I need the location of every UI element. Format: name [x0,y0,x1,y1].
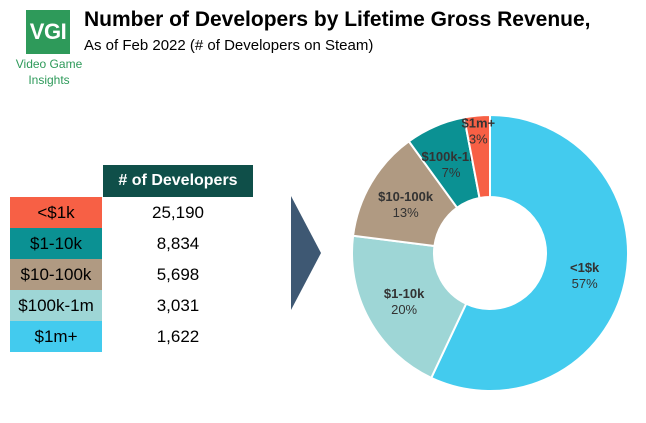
vgi-logo: VGI [26,10,70,54]
table-category-cell: $10-100k [10,259,102,290]
table-value-cell: 3,031 [156,295,200,315]
table-category-cell: $1-10k [10,228,102,259]
table-row: $1-10k 8,834 [10,228,260,259]
slice-label: $1-10k [384,286,425,301]
table-row: $100k-1m 3,031 [10,290,260,321]
donut-slice [429,113,629,392]
table-row: $10-100k 5,698 [10,259,260,290]
table-category-cell: $1m+ [10,321,102,352]
donut-slice [351,234,468,380]
table-value-cell: 1,622 [156,326,200,346]
chevron-right-icon [291,196,321,310]
slice-label: $100k-1m [421,149,480,164]
slice-percent-label: 20% [391,302,417,317]
chart-subtitle: As of Feb 2022 (# of Developers on Steam… [84,37,374,54]
slice-label: <1$k [570,260,600,275]
table-row: <$1k 25,190 [10,197,260,228]
table-value-cell: 25,190 [152,202,204,222]
slice-percent-label: 7% [442,165,461,180]
table-row: $1m+ 1,622 [10,321,260,352]
table-value-cell: 5,698 [156,264,200,284]
chart-title: Number of Developers by Lifetime Gross R… [84,8,591,31]
slice-percent-label: 3% [469,132,488,147]
table-value-cell: 8,834 [156,233,200,253]
table-category-cell: <$1k [10,197,102,228]
table-header: # of Developers [103,165,253,197]
logo-caption-line2: Insights [28,73,70,87]
donut-slice [462,113,491,200]
slice-label: $10-100k [378,189,434,204]
table-category-cell: $100k-1m [10,290,102,321]
slice-percent-label: 57% [572,276,598,291]
logo-caption: Video Game Insights [4,56,94,88]
slice-percent-label: 13% [393,205,419,220]
logo-caption-line1: Video Game [15,57,83,71]
slice-label: $1m+ [462,116,496,131]
